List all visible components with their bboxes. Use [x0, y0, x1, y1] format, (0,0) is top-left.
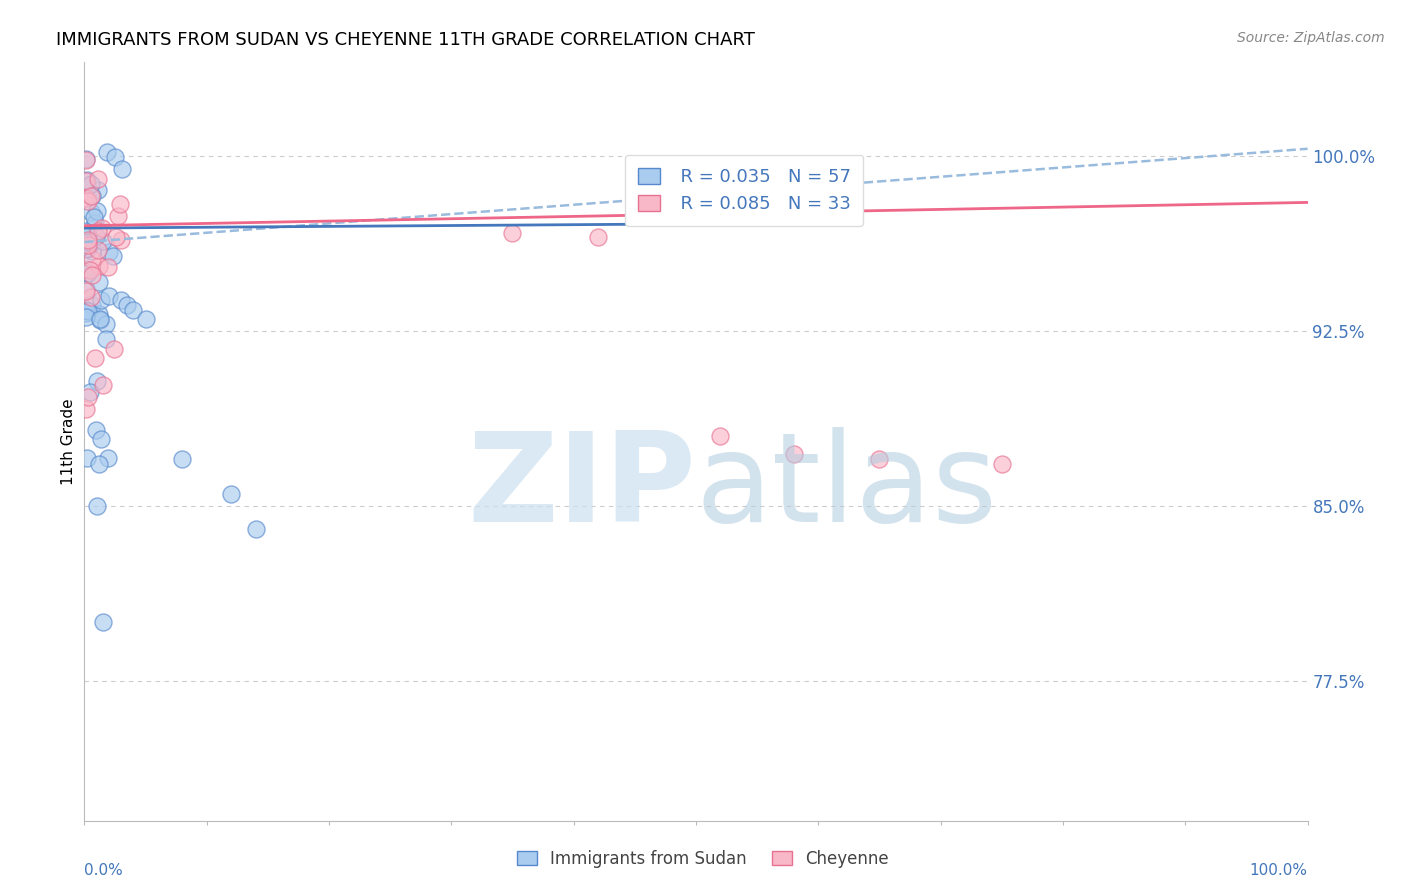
Point — [91, 234, 114, 248]
Text: 0.0%: 0.0% — [84, 863, 124, 878]
Point — [75, 236, 97, 251]
Point — [87, 172, 110, 186]
Point — [90, 293, 112, 307]
Point — [76, 266, 98, 280]
Point — [84, 216, 107, 230]
Point — [76, 233, 98, 247]
Point — [709, 428, 731, 442]
Text: IMMIGRANTS FROM SUDAN VS CHEYENNE 11TH GRADE CORRELATION CHART: IMMIGRANTS FROM SUDAN VS CHEYENNE 11TH G… — [56, 31, 755, 49]
Point — [82, 189, 104, 203]
Point — [79, 262, 101, 277]
Text: atlas: atlas — [696, 426, 998, 548]
Point — [869, 452, 891, 467]
Point — [122, 302, 145, 317]
Point — [80, 244, 103, 258]
Point — [80, 268, 103, 282]
Point — [75, 153, 97, 168]
Point — [79, 177, 101, 191]
Point — [586, 230, 609, 244]
Point — [76, 194, 98, 208]
Point — [75, 261, 97, 276]
Point — [76, 173, 98, 187]
Point — [86, 374, 108, 388]
Point — [77, 304, 100, 318]
Point — [80, 290, 103, 304]
Point — [91, 615, 114, 630]
Point — [84, 423, 107, 437]
Point — [90, 432, 112, 446]
Point — [96, 145, 118, 159]
Point — [96, 317, 118, 331]
Point — [75, 306, 97, 320]
Point — [105, 229, 128, 244]
Y-axis label: 11th Grade: 11th Grade — [60, 398, 76, 485]
Point — [86, 183, 108, 197]
Point — [77, 390, 100, 404]
Point — [84, 229, 107, 244]
Point — [110, 233, 132, 247]
Point — [89, 312, 111, 326]
Point — [75, 191, 97, 205]
Point — [75, 401, 97, 416]
Point — [75, 282, 97, 296]
Text: Source: ZipAtlas.com: Source: ZipAtlas.com — [1237, 31, 1385, 45]
Point — [111, 161, 134, 176]
Point — [89, 313, 111, 327]
Point — [219, 487, 242, 501]
Point — [90, 221, 112, 235]
Point — [89, 259, 111, 273]
Point — [83, 211, 105, 225]
Point — [97, 289, 120, 303]
Point — [101, 249, 124, 263]
Point — [783, 447, 806, 461]
Point — [110, 293, 132, 308]
Text: 100.0%: 100.0% — [1250, 863, 1308, 878]
Point — [115, 298, 138, 312]
Point — [76, 451, 98, 466]
Point — [107, 209, 129, 223]
Point — [103, 343, 125, 357]
Point — [76, 238, 98, 252]
Point — [75, 242, 97, 256]
Point — [80, 252, 103, 266]
Point — [87, 244, 110, 258]
Point — [135, 312, 157, 326]
Point — [87, 275, 110, 289]
Legend: Immigrants from Sudan, Cheyenne: Immigrants from Sudan, Cheyenne — [510, 844, 896, 875]
Point — [80, 298, 103, 312]
Point — [75, 173, 97, 187]
Point — [86, 223, 108, 237]
Point — [77, 227, 100, 241]
Point — [245, 522, 267, 536]
Point — [82, 234, 104, 248]
Point — [991, 457, 1014, 471]
Point — [77, 235, 100, 249]
Point — [104, 150, 127, 164]
Point — [83, 351, 105, 365]
Point — [75, 284, 97, 298]
Point — [86, 499, 108, 513]
Point — [97, 244, 120, 259]
Point — [80, 205, 103, 219]
Point — [94, 332, 117, 346]
Point — [89, 458, 111, 472]
Point — [75, 242, 97, 256]
Point — [96, 450, 118, 465]
Point — [502, 226, 524, 240]
Point — [86, 204, 108, 219]
Text: ZIP: ZIP — [467, 426, 696, 548]
Point — [75, 302, 97, 317]
Point — [91, 378, 114, 392]
Point — [79, 384, 101, 399]
Point — [87, 307, 110, 321]
Point — [80, 189, 103, 203]
Point — [108, 196, 131, 211]
Point — [172, 452, 194, 467]
Point — [76, 241, 98, 255]
Point — [75, 224, 97, 238]
Point — [75, 153, 97, 167]
Legend:   R = 0.035   N = 57,   R = 0.085   N = 33: R = 0.035 N = 57, R = 0.085 N = 33 — [626, 155, 863, 226]
Point — [75, 310, 97, 324]
Point — [97, 260, 120, 275]
